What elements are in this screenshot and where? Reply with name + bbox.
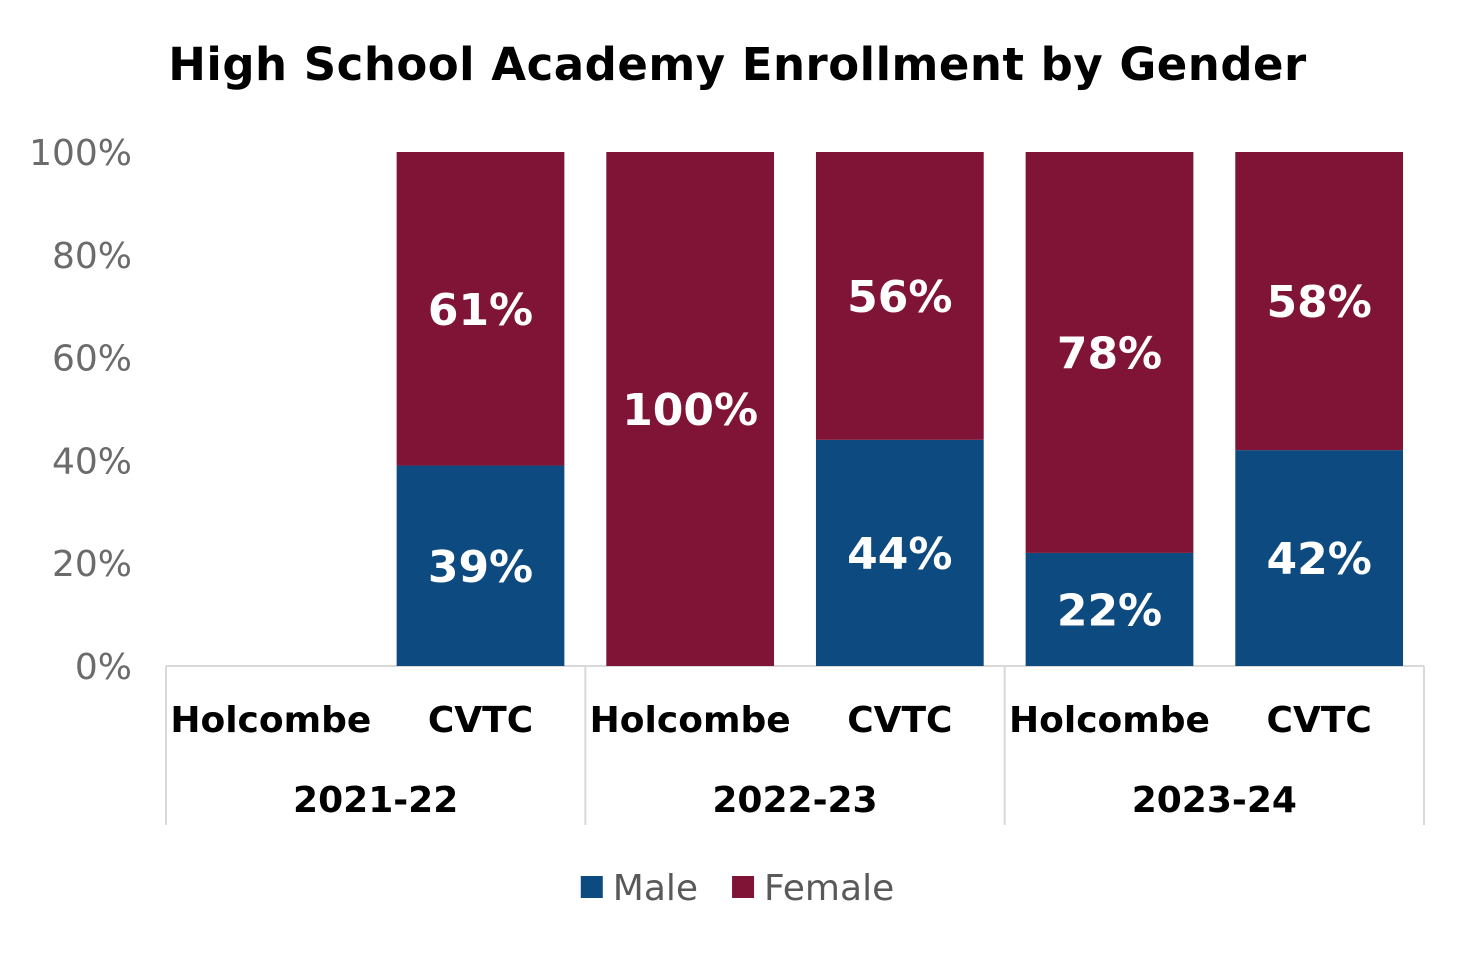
bar-segment-female	[815, 152, 984, 440]
bar-segment-male	[396, 465, 565, 666]
data-label: 100%	[622, 385, 758, 436]
data-label: 22%	[1057, 585, 1162, 636]
bar-segment-male	[1235, 450, 1404, 666]
bar-segment-male	[1025, 552, 1194, 666]
group-label: 2021-22	[293, 780, 458, 821]
bar-segment-female	[396, 152, 565, 466]
legend-label: Female	[764, 868, 894, 909]
legend-label: Male	[613, 868, 698, 909]
legend-item-male: Male	[580, 868, 698, 909]
category-label: Holcombe	[1009, 700, 1210, 741]
y-tick-label: 40%	[52, 441, 132, 482]
data-label: 78%	[1057, 328, 1162, 379]
data-label: 58%	[1267, 277, 1372, 328]
category-label: Holcombe	[590, 700, 791, 741]
labels-layer: 39% 61% 100% 44% 56% 22% 78% 42% 58%	[428, 272, 1372, 637]
data-label: 61%	[428, 285, 533, 336]
group-label: 2023-24	[1132, 780, 1297, 821]
legend: Male Female	[580, 868, 894, 909]
y-tick-label: 60%	[52, 339, 132, 380]
data-label: 42%	[1267, 534, 1372, 585]
legend-swatch	[580, 876, 603, 898]
legend-swatch	[732, 876, 755, 898]
y-tick-label: 20%	[52, 544, 132, 585]
category-label: Holcombe	[170, 700, 371, 741]
data-label: 44%	[847, 529, 952, 580]
data-label: 56%	[847, 272, 952, 323]
category-label: CVTC	[1267, 700, 1372, 741]
category-label: CVTC	[428, 700, 533, 741]
y-tick-label: 100%	[29, 133, 132, 174]
chart-title: High School Academy Enrollment by Gender	[168, 38, 1307, 91]
y-tick-label: 80%	[52, 236, 132, 277]
y-tick-label: 0%	[75, 647, 132, 688]
category-label: CVTC	[847, 700, 952, 741]
bar-segment-female	[1025, 152, 1194, 553]
bar-segment-male	[815, 439, 984, 666]
data-label: 39%	[428, 542, 533, 593]
group-label: 2022-23	[712, 780, 877, 821]
axis-layer: 0% 20% 40% 60% 80% 100% Holcombe CVTC Holcombe CV…	[29, 133, 1425, 825]
legend-item-female: Female	[732, 868, 894, 909]
bar-segment-female	[606, 152, 775, 666]
bars-layer	[396, 152, 1404, 666]
bar-segment-female	[1235, 152, 1404, 451]
